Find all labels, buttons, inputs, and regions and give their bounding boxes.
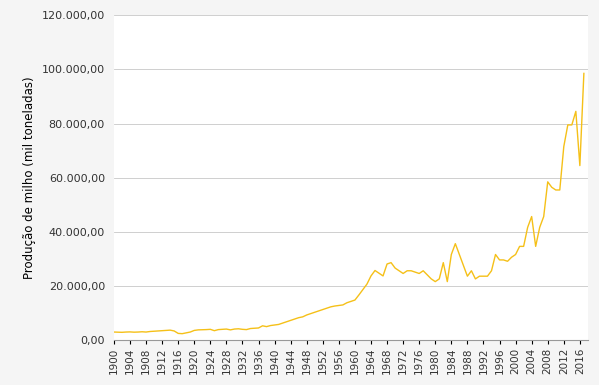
Y-axis label: Produção de milho (mil toneladas): Produção de milho (mil toneladas) [23, 77, 36, 279]
